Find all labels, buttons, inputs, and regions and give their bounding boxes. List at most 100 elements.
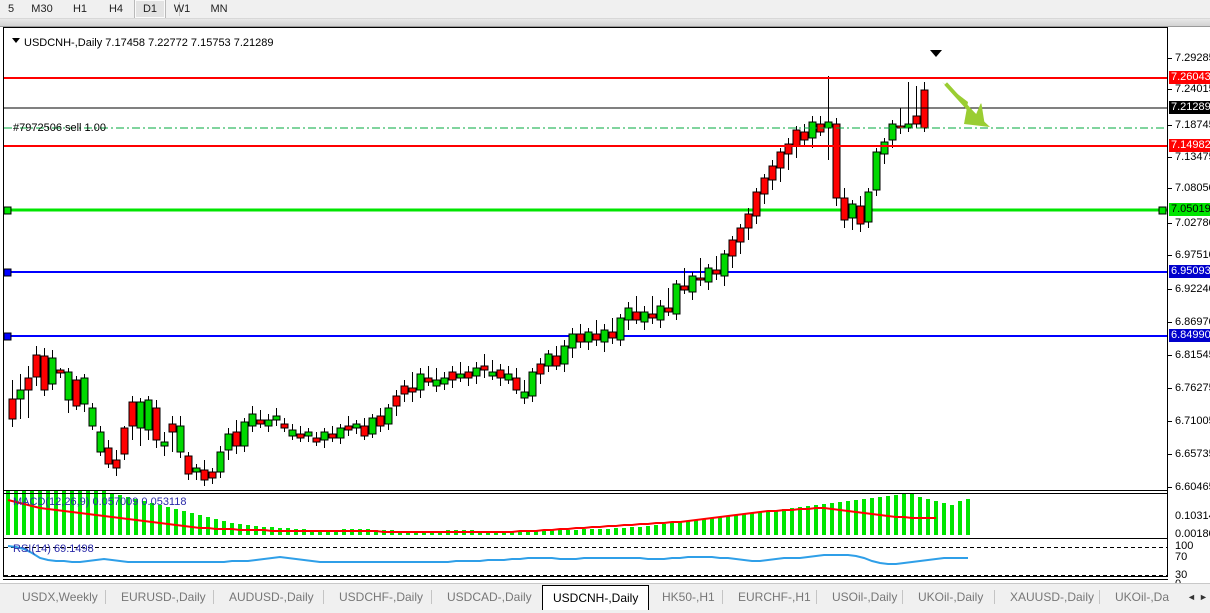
chart-tab-usoildaily[interactable]: USOil-,Daily: [832, 590, 898, 604]
candle-bear: [832, 123, 841, 199]
macd-histogram-bar: [918, 497, 922, 535]
timeframe-button-d1[interactable]: D1: [134, 0, 166, 18]
chart-tab-usdcnhdaily[interactable]: USDCNH-,Daily: [542, 585, 650, 610]
level-handle[interactable]: [4, 332, 12, 341]
macd-histogram-bar: [606, 529, 610, 535]
chart-tab-ukoildaily[interactable]: UKOil-,Daily: [918, 590, 984, 604]
price-tick: [1168, 355, 1172, 356]
price-label-resistance[interactable]: 7.14982: [1169, 139, 1210, 152]
timeframe-button-h1[interactable]: H1: [72, 3, 88, 15]
price-tick: [1168, 388, 1172, 389]
candle-bear: [760, 177, 769, 195]
tab-separator: [902, 590, 903, 604]
chart-tab-xauusddaily[interactable]: XAUUSD-,Daily: [1010, 590, 1095, 604]
candle-bear: [744, 213, 753, 229]
timeframe-button-mn[interactable]: MN: [210, 3, 228, 15]
timeframe-button-w1[interactable]: W1: [173, 3, 191, 15]
chart-tab-usdchfdaily[interactable]: USDCHF-,Daily: [339, 590, 423, 604]
price-label: 6.65735: [1175, 448, 1210, 460]
macd-histogram-bar: [46, 491, 50, 535]
candle-bull: [48, 357, 57, 385]
candle-bull: [600, 329, 609, 343]
candle-bull: [264, 419, 273, 427]
chart-tab-eurusddaily[interactable]: EURUSD-,Daily: [121, 590, 206, 604]
macd-histogram-bar: [142, 501, 146, 535]
candle-bear: [576, 333, 585, 343]
tab-separator: [722, 590, 723, 604]
chart-window: USDCNH-,Daily 7.17458 7.22772 7.15753 7.…: [0, 19, 1210, 612]
chart-tab-hk50h1[interactable]: HK50-,H1: [662, 590, 715, 604]
macd-histogram-bar: [550, 530, 554, 535]
macd-histogram-bar: [894, 495, 898, 535]
macd-indicator-label: MACD(12,26,9) 0.057009 0.053118: [13, 496, 187, 508]
chart-tab-audusddaily[interactable]: AUDUSD-,Daily: [229, 590, 314, 604]
price-tick: [1168, 487, 1172, 488]
chart-position-marker-icon: [930, 50, 942, 57]
chart-tab-usdxweekly[interactable]: USDX,Weekly: [22, 590, 98, 604]
timeframe-button-h4[interactable]: H4: [108, 3, 124, 15]
candle-bull: [504, 373, 513, 381]
candle-bull: [872, 151, 881, 191]
candle-bear: [592, 333, 601, 341]
candle-bear: [776, 151, 785, 169]
chart-plot-area[interactable]: USDCNH-,Daily 7.17458 7.22772 7.15753 7.…: [3, 27, 1168, 577]
candle-bull: [704, 267, 713, 283]
candle-bear: [200, 469, 209, 481]
macd-histogram-bar: [646, 526, 650, 535]
tab-scroll-left-icon[interactable]: ◄: [1187, 592, 1196, 602]
candle-bear: [696, 277, 705, 281]
candle-bull: [160, 441, 169, 447]
candle-bear: [312, 437, 321, 443]
tab-scroll-right-icon[interactable]: ►: [1199, 592, 1208, 602]
tab-separator: [816, 590, 817, 604]
pane-divider-macd2: [4, 493, 1167, 494]
timeframe-button-5[interactable]: 5: [7, 3, 15, 15]
candle-bull: [248, 413, 257, 427]
chart-tab-eurchfh1[interactable]: EURCHF-,H1: [738, 590, 811, 604]
macd-histogram-bar: [126, 497, 130, 535]
price-label: 7.24015: [1175, 83, 1210, 95]
price-label: 7.02780: [1175, 217, 1210, 229]
macd-histogram-bar: [326, 530, 330, 535]
timeframe-button-m30[interactable]: M30: [31, 3, 53, 15]
price-label-pivot[interactable]: 6.84990: [1169, 329, 1210, 342]
macd-histogram-bar: [790, 508, 794, 535]
macd-histogram-bar: [686, 521, 690, 535]
level-handle[interactable]: [4, 206, 12, 215]
window-scroll-strip[interactable]: [0, 19, 1210, 27]
candle-bear: [408, 387, 417, 393]
candle-bear: [920, 89, 929, 129]
price-label-pivot[interactable]: 6.95093: [1169, 265, 1210, 278]
macd-histogram-bar: [734, 515, 738, 535]
price-label-support[interactable]: 7.05019: [1169, 203, 1210, 216]
candle-bull: [384, 407, 393, 425]
candle-bear: [56, 369, 65, 374]
candle-bull: [304, 431, 313, 437]
candle-bull: [640, 311, 649, 323]
candle-bear: [400, 385, 409, 395]
candle-bull: [320, 431, 329, 441]
candle-bear: [208, 471, 217, 479]
level-handle-right[interactable]: [1158, 206, 1167, 215]
macd-histogram-bar: [742, 514, 746, 535]
macd-pane: [6, 491, 970, 535]
candle-bear: [168, 423, 177, 433]
chart-tab-usdcaddaily[interactable]: USDCAD-,Daily: [447, 590, 532, 604]
candle-bear: [768, 165, 777, 181]
price-label-resistance[interactable]: 7.26043: [1169, 71, 1210, 84]
macd-histogram-bar: [174, 509, 178, 535]
candle-bear: [328, 433, 337, 439]
price-tick: [1168, 125, 1172, 126]
price-label-bid[interactable]: 7.21289: [1169, 101, 1210, 114]
chevron-down-icon[interactable]: [12, 38, 20, 43]
macd-histogram-bar: [374, 530, 378, 535]
chart-tab-ukoilda[interactable]: UKOil-,Da: [1115, 590, 1170, 604]
macd-histogram-bar: [654, 525, 658, 535]
price-label: 6.92240: [1175, 283, 1210, 295]
candle-bear: [856, 205, 865, 225]
timeframe-toolbar: 5 M30 H1 H4 D1 W1 MN: [0, 0, 1210, 19]
candle-bull: [656, 305, 665, 321]
level-handle[interactable]: [4, 268, 12, 277]
candle-bull: [88, 407, 97, 427]
